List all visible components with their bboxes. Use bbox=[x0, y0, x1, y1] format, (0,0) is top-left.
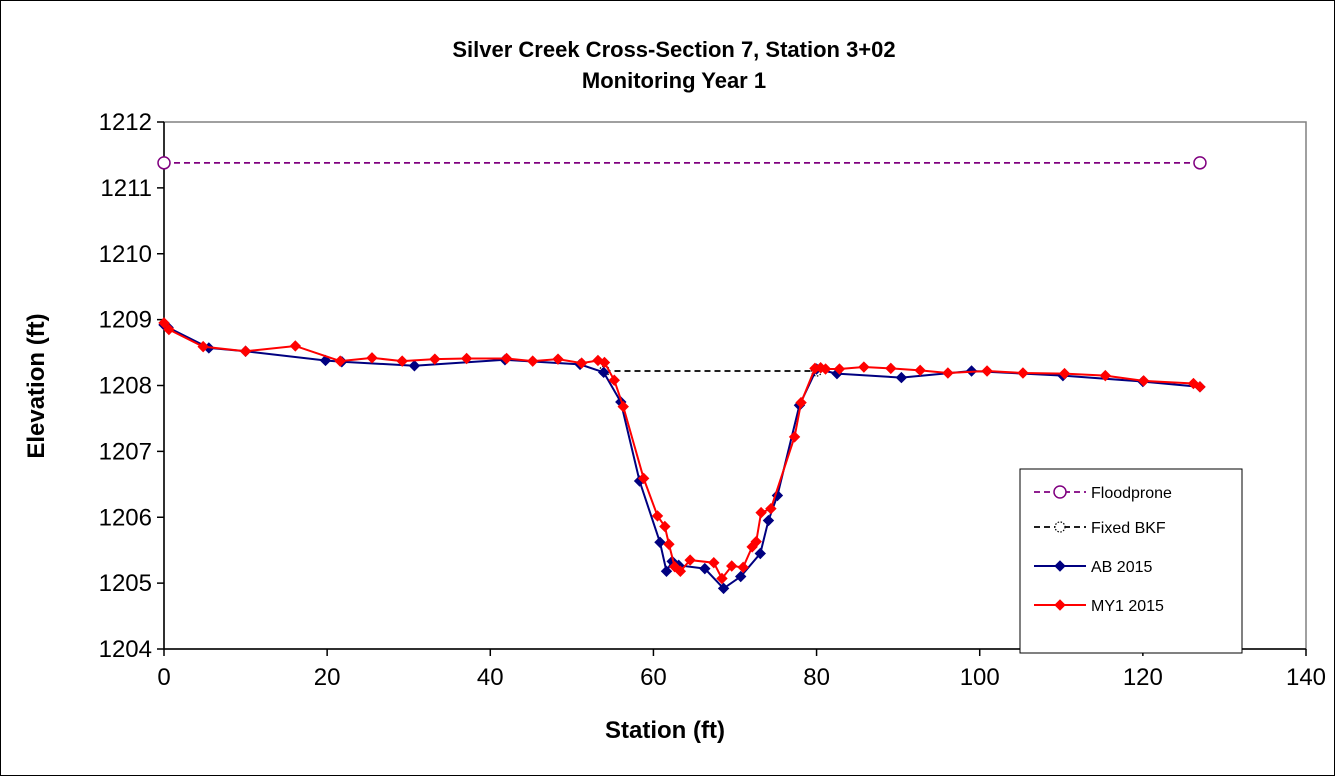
data-point bbox=[366, 352, 378, 364]
data-point bbox=[833, 363, 846, 375]
legend-label: Floodprone bbox=[1091, 485, 1172, 502]
x-tick-label: 60 bbox=[640, 664, 667, 691]
data-point bbox=[1137, 375, 1150, 387]
legend: Floodprone Fixed BKF AB 2015 MY1 2015 bbox=[1019, 468, 1243, 654]
legend-box bbox=[1019, 468, 1243, 654]
legend-label: AB 2015 bbox=[1091, 559, 1152, 576]
x-tick-label: 100 bbox=[960, 664, 1000, 691]
data-point bbox=[1017, 367, 1029, 379]
data-point bbox=[737, 561, 749, 574]
legend-swatch-marker bbox=[1054, 599, 1066, 611]
data-point bbox=[914, 364, 926, 377]
data-point bbox=[500, 352, 513, 365]
data-point bbox=[396, 355, 408, 367]
data-point bbox=[895, 371, 908, 384]
legend-swatch-marker bbox=[1053, 485, 1067, 499]
data-point bbox=[158, 317, 170, 329]
y-tick-label: 1204 bbox=[99, 636, 152, 663]
data-point bbox=[163, 323, 175, 336]
y-tick-label: 1206 bbox=[99, 504, 152, 531]
legend-label: MY1 2015 bbox=[1091, 598, 1164, 615]
series-floodprone bbox=[157, 156, 1207, 170]
data-point bbox=[765, 502, 777, 515]
data-point bbox=[663, 538, 675, 550]
data-point bbox=[699, 562, 711, 575]
y-tick-label: 1211 bbox=[100, 175, 152, 202]
y-tick-label: 1208 bbox=[99, 373, 152, 400]
series-ab-2015 bbox=[158, 319, 1206, 595]
data-point bbox=[717, 582, 730, 595]
data-point bbox=[197, 340, 209, 353]
data-point bbox=[552, 353, 564, 365]
y-tick-label: 1209 bbox=[99, 307, 152, 334]
data-point bbox=[942, 367, 954, 379]
x-tick-label: 120 bbox=[1123, 664, 1163, 691]
data-point bbox=[754, 547, 766, 560]
data-point bbox=[762, 514, 775, 527]
data-point bbox=[726, 560, 738, 572]
tick-layer: 0 20 40 60 80 100 120 140 1204 1205 1206 1207 1208 12… bbox=[99, 109, 1326, 691]
series-layer bbox=[157, 156, 1207, 595]
data-point bbox=[858, 361, 870, 373]
data-point bbox=[788, 431, 801, 443]
series-my1-2015 bbox=[158, 317, 1206, 585]
data-point bbox=[1058, 367, 1071, 380]
data-point bbox=[429, 353, 441, 365]
data-point bbox=[617, 400, 629, 413]
data-point bbox=[1193, 156, 1207, 170]
x-tick-label: 20 bbox=[314, 664, 341, 691]
data-point bbox=[654, 536, 666, 548]
data-point bbox=[598, 356, 611, 369]
data-point bbox=[460, 352, 473, 365]
data-point bbox=[674, 565, 687, 577]
x-tick-label: 80 bbox=[803, 664, 830, 691]
data-point bbox=[597, 366, 610, 379]
data-point bbox=[750, 535, 762, 548]
y-axis-label: Elevation (ft) bbox=[23, 313, 50, 458]
data-point bbox=[289, 340, 302, 352]
legend-label: Fixed BKF bbox=[1091, 520, 1166, 537]
x-axis-label: Station (ft) bbox=[605, 717, 725, 744]
data-point bbox=[1194, 381, 1206, 393]
data-point bbox=[651, 510, 664, 522]
data-point bbox=[408, 360, 421, 372]
data-point bbox=[659, 520, 671, 533]
data-point bbox=[755, 506, 767, 519]
x-tick-label: 140 bbox=[1286, 664, 1326, 691]
legend-swatch-marker bbox=[1054, 521, 1066, 533]
y-tick-label: 1210 bbox=[99, 241, 152, 268]
data-point bbox=[637, 472, 650, 485]
data-point bbox=[608, 374, 620, 386]
data-point bbox=[575, 357, 588, 369]
data-point bbox=[1099, 369, 1112, 382]
data-point bbox=[684, 554, 696, 566]
legend-swatch-marker bbox=[1054, 560, 1066, 572]
data-point bbox=[716, 572, 728, 585]
data-point bbox=[526, 355, 539, 367]
data-point bbox=[239, 345, 252, 357]
x-tick-label: 40 bbox=[477, 664, 504, 691]
data-point bbox=[795, 396, 807, 409]
data-point bbox=[735, 570, 747, 583]
data-point bbox=[981, 365, 993, 377]
data-point bbox=[708, 556, 720, 569]
data-point bbox=[885, 362, 897, 375]
data-point bbox=[660, 565, 673, 577]
y-tick-label: 1207 bbox=[99, 438, 152, 465]
y-tick-label: 1205 bbox=[99, 570, 152, 597]
x-tick-label: 0 bbox=[157, 664, 170, 691]
data-point bbox=[819, 363, 832, 375]
chart-subtitle: Monitoring Year 1 bbox=[582, 68, 766, 93]
data-point bbox=[157, 156, 171, 170]
data-point bbox=[334, 355, 346, 367]
y-tick-label: 1212 bbox=[99, 109, 152, 136]
chart-title: Silver Creek Cross-Section 7, Station 3+… bbox=[452, 37, 895, 62]
